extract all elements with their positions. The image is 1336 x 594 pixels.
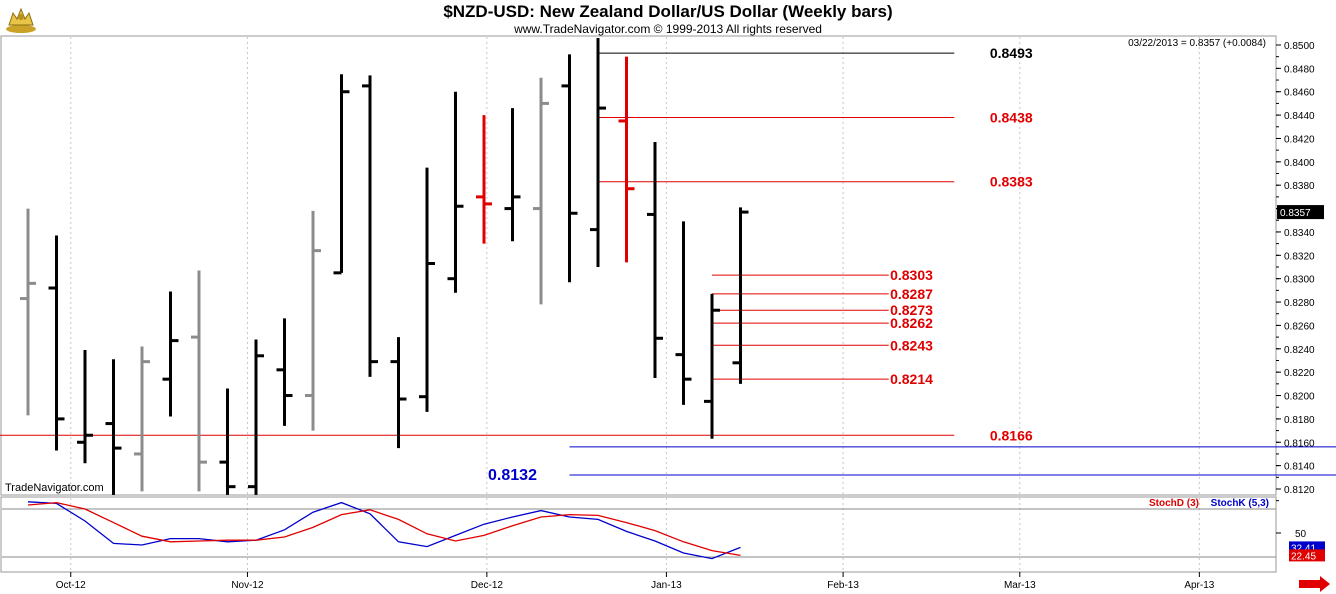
x-tick-label: Jan-13 xyxy=(651,580,682,591)
ohlc-bar xyxy=(77,349,93,464)
level-label: 0.8287 xyxy=(890,286,933,302)
y-tick-label: 0.8300 xyxy=(1284,275,1315,286)
y-tick-label: 0.8140 xyxy=(1284,462,1315,473)
ohlc-bar xyxy=(333,74,350,275)
ohlc-bar xyxy=(647,141,663,378)
ohlc-bars xyxy=(20,37,749,495)
price-panel xyxy=(0,35,1277,496)
scroll-right-arrow-icon[interactable] xyxy=(1296,576,1332,592)
y-tick-label: 0.8280 xyxy=(1284,298,1315,309)
y-tick-label: 0.8320 xyxy=(1284,251,1315,262)
stoch-series-line xyxy=(27,501,741,560)
stochk-legend: StochK (5,3) xyxy=(1211,498,1269,509)
ohlc-bar xyxy=(561,54,578,283)
level-label: 0.8273 xyxy=(890,302,933,318)
x-tick-label: Dec-12 xyxy=(471,580,504,591)
ohlc-bar xyxy=(590,37,606,267)
y-tick-label: 0.8200 xyxy=(1284,392,1315,403)
ohlc-bar xyxy=(447,91,464,293)
y-tick-label: 0.8340 xyxy=(1284,228,1315,239)
x-tick-label: Mar-13 xyxy=(1004,580,1036,591)
ohlc-bar xyxy=(390,337,407,449)
ohlc-bar xyxy=(704,293,720,439)
ohlc-bar xyxy=(20,208,36,416)
level-label: 0.8243 xyxy=(890,337,933,353)
stoch-panel xyxy=(0,496,1277,573)
level-lines: 0.84930.84380.83830.83030.82870.82730.82… xyxy=(0,45,1336,484)
gold-bull-icon xyxy=(6,7,36,33)
ohlc-bar xyxy=(476,115,492,244)
level-label: 0.8438 xyxy=(990,109,1033,125)
level-label: 0.8214 xyxy=(890,371,933,387)
y-tick-label: 0.8160 xyxy=(1284,438,1315,449)
ohlc-bar xyxy=(533,77,549,305)
stochd-value-label: 22.45 xyxy=(1291,551,1316,562)
y-tick-label: 0.8240 xyxy=(1284,345,1315,356)
y-tick-label: 0.8480 xyxy=(1284,64,1315,75)
y-tick-label: 0.8380 xyxy=(1284,181,1315,192)
ohlc-bar xyxy=(504,108,521,242)
ohlc-bar xyxy=(362,75,378,377)
y-tick-label: 0.8400 xyxy=(1284,158,1315,169)
ohlc-bar xyxy=(162,291,179,417)
ohlc-bar xyxy=(248,339,264,495)
x-tick-label: Nov-12 xyxy=(231,580,264,591)
ohlc-bar xyxy=(305,210,321,431)
y-tick-label: 0.8180 xyxy=(1284,415,1315,426)
axes: Oct-12 Nov-12 Dec-12 Jan-13 Feb-13 Mar-13 Apr-… xyxy=(56,41,1325,591)
level-label: 0.8383 xyxy=(990,174,1033,190)
last-quote-text: 03/22/2013 = 0.8357 (+0.0084) xyxy=(1128,38,1266,49)
ohlc-bar xyxy=(219,388,236,495)
y-tick-label: 0.8420 xyxy=(1284,134,1315,145)
ohlc-bar xyxy=(48,235,65,451)
y-tick-label: 0.8260 xyxy=(1284,321,1315,332)
copyright-text: www.TradeNavigator.com © 1999-2013 All r… xyxy=(514,22,822,36)
stochd-value-box xyxy=(1289,549,1325,562)
ohlc-bar xyxy=(419,167,435,412)
stochk-value-label: 32.41 xyxy=(1291,543,1316,554)
y-tick-label: 0.8120 xyxy=(1284,485,1315,496)
ohlc-bar xyxy=(618,56,635,263)
ohlc-bar xyxy=(191,270,207,492)
stoch-series-line xyxy=(27,501,741,557)
stoch-y-tick-label: 50 xyxy=(1295,529,1307,540)
chart-title: $NZD-USD: New Zealand Dollar/US Dollar (… xyxy=(443,2,893,21)
y-tick-label: 0.8220 xyxy=(1284,368,1315,379)
stochd-legend: StochD (3) xyxy=(1149,498,1199,509)
x-tick-label: Oct-12 xyxy=(56,580,86,591)
ohlc-bar xyxy=(134,346,150,492)
ohlc-bar xyxy=(675,221,692,405)
level-label: 0.8493 xyxy=(990,45,1033,61)
y-tick-label: 0.8500 xyxy=(1284,41,1315,52)
x-tick-label: Feb-13 xyxy=(827,580,859,591)
stochastic-lines xyxy=(2,501,1276,560)
current-price-label: 0.8357 xyxy=(1280,208,1311,219)
watermark-text: TradeNavigator.com xyxy=(5,482,104,494)
ohlc-bar xyxy=(732,207,749,384)
x-tick-label: Apr-13 xyxy=(1184,580,1214,591)
level-label: 0.8166 xyxy=(990,427,1033,443)
level-label: 0.8262 xyxy=(890,315,933,331)
ohlc-bar xyxy=(276,318,293,426)
y-tick-label: 0.8440 xyxy=(1284,111,1315,122)
level-label: 0.8132 xyxy=(488,467,537,484)
y-tick-label: 0.8460 xyxy=(1284,88,1315,99)
level-label: 0.8303 xyxy=(890,267,933,283)
ohlc-bar xyxy=(105,359,122,495)
current-price-box xyxy=(1277,205,1324,220)
